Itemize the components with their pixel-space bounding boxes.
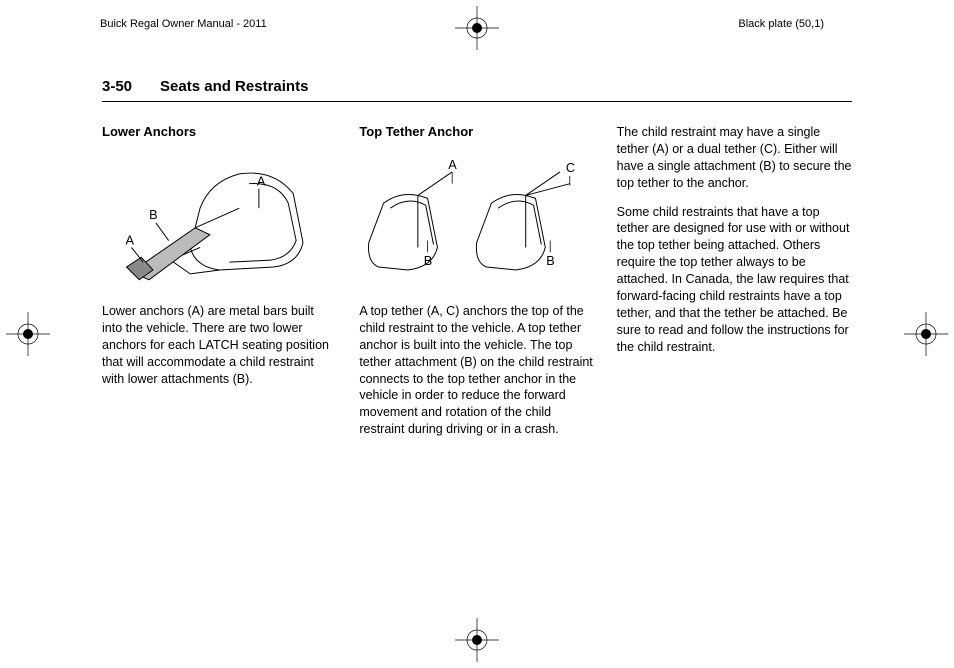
registration-mark-right <box>904 312 948 356</box>
preprint-header: Buick Regal Owner Manual - 2011 Black pl… <box>0 14 954 34</box>
heading-top-tether: Top Tether Anchor <box>359 124 594 139</box>
column-lower-anchors: Lower Anchors <box>102 124 337 450</box>
para-tether-law: Some child restraints that have a top te… <box>617 204 852 356</box>
para-lower-anchors: Lower anchors (A) are metal bars built i… <box>102 303 337 387</box>
para-tether-type: The child restraint may have a single te… <box>617 124 852 192</box>
figure-label-a: A <box>449 157 458 172</box>
figure-label-b: B <box>149 207 158 222</box>
registration-mark-bottom <box>455 618 499 662</box>
figure-label-b2: B <box>547 253 556 268</box>
heading-lower-anchors: Lower Anchors <box>102 124 337 139</box>
section-header: 3-50 Seats and Restraints <box>102 78 852 102</box>
figure-top-tether: A B C B <box>359 153 594 283</box>
figure-lower-anchors: A A B <box>102 153 337 283</box>
figure-label-a1: A <box>257 174 266 189</box>
figure-label-c: C <box>566 160 575 175</box>
figure-label-a2: A <box>126 232 135 247</box>
page-number: 3-50 <box>102 78 132 95</box>
plate-info: Black plate (50,1) <box>738 18 824 30</box>
section-title: Seats and Restraints <box>160 78 308 95</box>
column-tether-notes: The child restraint may have a single te… <box>617 124 852 450</box>
registration-mark-left <box>6 312 50 356</box>
manual-title: Buick Regal Owner Manual - 2011 <box>100 18 267 30</box>
column-top-tether: Top Tether Anchor A <box>359 124 594 450</box>
para-top-tether: A top tether (A, C) anchors the top of t… <box>359 303 594 438</box>
content-columns: Lower Anchors <box>102 124 852 450</box>
figure-label-b1: B <box>424 253 433 268</box>
